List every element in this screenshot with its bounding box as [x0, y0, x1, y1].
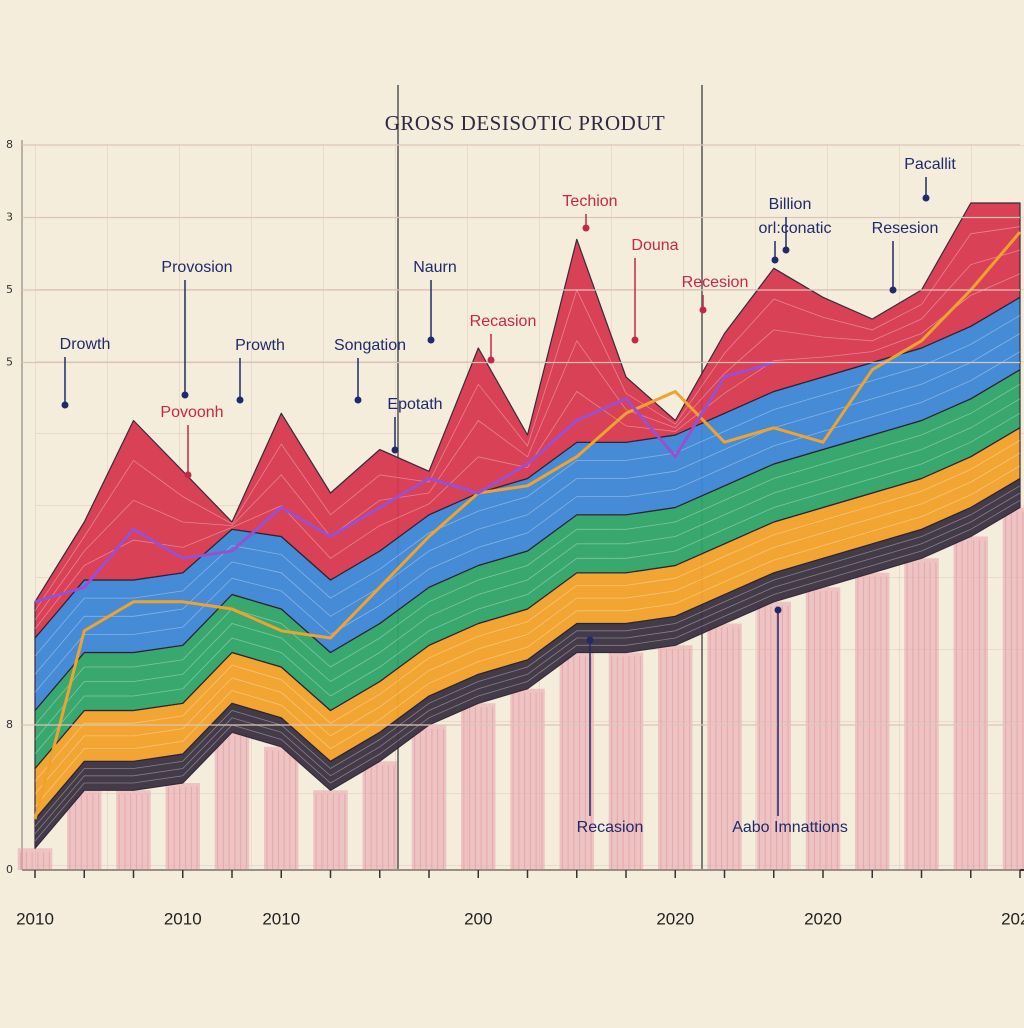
bar [116, 790, 151, 870]
band-stripe [34, 226, 1021, 612]
bar [855, 572, 890, 870]
annotation-dot [586, 636, 594, 644]
y-tick-label: 0 [6, 863, 13, 876]
annotation: Pacallit [904, 156, 956, 173]
annotation-dot [236, 396, 244, 404]
area-band [34, 202, 1021, 639]
annotation: Prowth [235, 337, 285, 354]
x-tick-label: 2010 [16, 909, 54, 928]
bar [904, 558, 939, 870]
annotation-dot [889, 286, 897, 294]
annotation-dot [782, 246, 790, 254]
band-stripe [34, 249, 1021, 621]
bar [362, 761, 397, 870]
band-stripe [34, 315, 1021, 657]
annotation: Epotath [387, 396, 442, 413]
annotation: Douna [631, 237, 678, 254]
annotation-dot [181, 391, 189, 399]
bar [953, 536, 988, 870]
annotation: Povoonh [160, 404, 223, 421]
annotation: Resesion [872, 220, 939, 237]
annotation: Songation [334, 337, 406, 354]
band-stripe [34, 499, 1021, 842]
bar [608, 652, 644, 870]
x-tick-label: 2010 [262, 909, 300, 928]
bar [17, 848, 53, 870]
y-tick-label: 3 [6, 211, 13, 224]
band-stripe [34, 485, 1021, 827]
bar [658, 645, 693, 870]
plot [17, 202, 1024, 870]
bar [461, 703, 496, 870]
x-tick-label: 2010 [164, 909, 202, 928]
annotation: orl:conatic [759, 220, 832, 237]
annotation-dot [487, 356, 495, 364]
annotation-dot [699, 306, 707, 314]
y-tick-label: 8 [6, 718, 13, 731]
bar [264, 746, 299, 870]
y-tick-label: 8 [6, 138, 13, 151]
y-tick-label: 5 [6, 283, 13, 296]
band-stripe [34, 273, 1021, 630]
annotation-dot [427, 336, 435, 344]
annotation: Aabo Imnattions [732, 819, 848, 836]
x-tick-label: 2020 [1001, 909, 1024, 928]
bar [707, 623, 742, 870]
annotation: Recesion [682, 274, 749, 291]
annotation-dot [774, 606, 782, 614]
annotation-dot [631, 336, 639, 344]
line [33, 231, 1022, 820]
x-tick-label: 2020 [656, 909, 694, 928]
annotation-dot [922, 194, 930, 202]
annotation-dot [354, 396, 362, 404]
annotation-dot [771, 256, 779, 264]
annotation: Provosion [161, 259, 232, 276]
bar [510, 688, 545, 870]
band-stripe [34, 440, 1021, 782]
line [34, 361, 775, 604]
band-stripe [34, 351, 1021, 693]
bar [1002, 507, 1024, 870]
bar [313, 790, 348, 870]
annotation-dot [582, 224, 590, 232]
bar [756, 601, 791, 870]
band-stripe [34, 398, 1021, 740]
annotation: Recasion [577, 819, 644, 836]
annotation-dot [391, 446, 399, 454]
y-tick-label: 5 [6, 356, 13, 369]
band-stripe [34, 333, 1021, 675]
x-tick-label: 200 [464, 909, 492, 928]
band-stripe [34, 383, 1021, 726]
chart-title: GROSS DESISOTIC PRODUT [385, 111, 666, 135]
band-stripe [34, 452, 1021, 795]
annotation: Drowth [60, 336, 111, 353]
annotation-dot [184, 471, 192, 479]
x-tick-label: 2020 [804, 909, 842, 928]
band-stripe [34, 492, 1021, 835]
annotation-dot [61, 401, 69, 409]
band-stripe [34, 412, 1021, 755]
annotation: Techion [562, 193, 617, 210]
annotation: Recasion [470, 313, 537, 330]
bar [559, 652, 594, 870]
bar [805, 587, 841, 870]
annotation: Naurn [413, 259, 457, 276]
annotation: Billion [769, 196, 812, 213]
bar [411, 725, 447, 870]
bar [165, 783, 200, 870]
bar [214, 732, 250, 870]
